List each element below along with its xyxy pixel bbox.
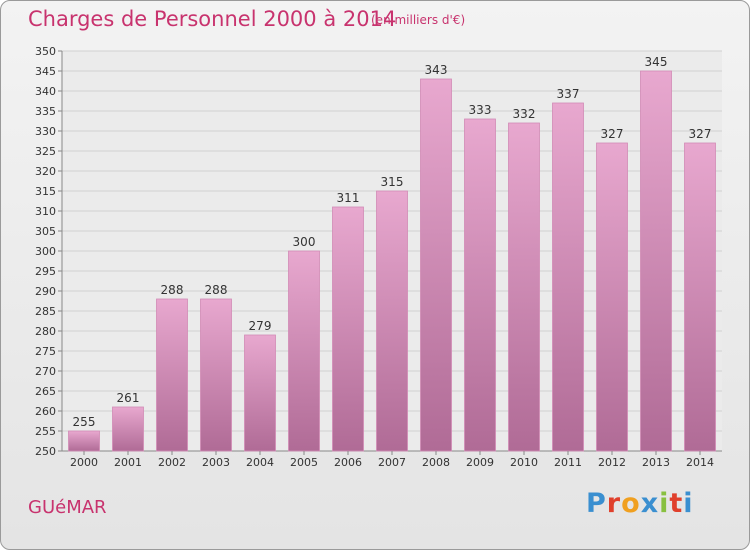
data-label: 255 (73, 415, 96, 429)
y-tick-label: 255 (35, 425, 56, 438)
x-tick-label: 2008 (422, 456, 450, 469)
y-tick-label: 315 (35, 185, 56, 198)
bar (376, 190, 408, 452)
y-tick-label: 350 (35, 45, 56, 58)
y-tick-label: 285 (35, 305, 56, 318)
y-tick-label: 325 (35, 145, 56, 158)
data-label: 288 (205, 283, 228, 297)
data-label: 337 (557, 87, 580, 101)
y-tick-label: 300 (35, 245, 56, 258)
bar (640, 70, 672, 452)
data-label: 300 (293, 235, 316, 249)
logo-letter: r (606, 488, 622, 519)
y-tick-label: 330 (35, 125, 56, 138)
y-tick-label: 295 (35, 265, 56, 278)
bar (288, 250, 320, 452)
bar (508, 122, 540, 452)
x-tick-label: 2012 (598, 456, 626, 469)
y-tick-label: 305 (35, 225, 56, 238)
logo-letter: t (669, 488, 684, 519)
bar (420, 78, 452, 452)
bar (552, 102, 584, 452)
x-tick-label: 2009 (466, 456, 494, 469)
bar (156, 298, 188, 452)
x-tick-label: 2011 (554, 456, 582, 469)
x-tick-label: 2014 (686, 456, 714, 469)
logo-letter: i (659, 488, 670, 519)
data-label: 279 (249, 319, 272, 333)
data-label: 345 (645, 55, 668, 69)
bar (112, 406, 144, 452)
y-tick-label: 265 (35, 385, 56, 398)
bar (68, 430, 100, 452)
data-label: 327 (689, 127, 712, 141)
x-tick-label: 2003 (202, 456, 230, 469)
x-tick-label: 2006 (334, 456, 362, 469)
bar (684, 142, 716, 452)
y-tick-label: 275 (35, 345, 56, 358)
bar (332, 206, 364, 452)
logo-letter: o (621, 488, 641, 519)
chart-subtitle: (en milliers d'€) (371, 13, 466, 27)
bar (596, 142, 628, 452)
data-label: 261 (117, 391, 140, 405)
x-tick-label: 2000 (70, 456, 98, 469)
y-tick-label: 290 (35, 285, 56, 298)
y-tick-label: 310 (35, 205, 56, 218)
x-tick-label: 2002 (158, 456, 186, 469)
logo-letter: x (640, 488, 660, 519)
y-tick-label: 345 (35, 65, 56, 78)
y-tick-label: 320 (35, 165, 56, 178)
proxiti-logo[interactable]: Proxiti (586, 488, 694, 519)
data-label: 311 (337, 191, 360, 205)
data-label: 332 (513, 107, 536, 121)
data-label: 343 (425, 63, 448, 77)
y-tick-label: 340 (35, 85, 56, 98)
logo-letter: P (586, 488, 607, 519)
x-tick-label: 2005 (290, 456, 318, 469)
data-label: 333 (469, 103, 492, 117)
y-tick-label: 270 (35, 365, 56, 378)
data-label: 288 (161, 283, 184, 297)
x-tick-label: 2001 (114, 456, 142, 469)
y-tick-label: 260 (35, 405, 56, 418)
y-tick-label: 250 (35, 445, 56, 458)
x-tick-label: 2010 (510, 456, 538, 469)
bar (244, 334, 276, 452)
bar (200, 298, 232, 452)
x-tick-label: 2013 (642, 456, 670, 469)
y-tick-label: 335 (35, 105, 56, 118)
data-label: 327 (601, 127, 624, 141)
chart-title: Charges de Personnel 2000 à 2014 (28, 7, 397, 31)
y-tick-label: 280 (35, 325, 56, 338)
x-tick-label: 2004 (246, 456, 274, 469)
town-name: GUéMAR (28, 497, 107, 518)
data-label: 315 (381, 175, 404, 189)
bar (464, 118, 496, 452)
x-tick-label: 2007 (378, 456, 406, 469)
logo-letter: i (683, 488, 694, 519)
